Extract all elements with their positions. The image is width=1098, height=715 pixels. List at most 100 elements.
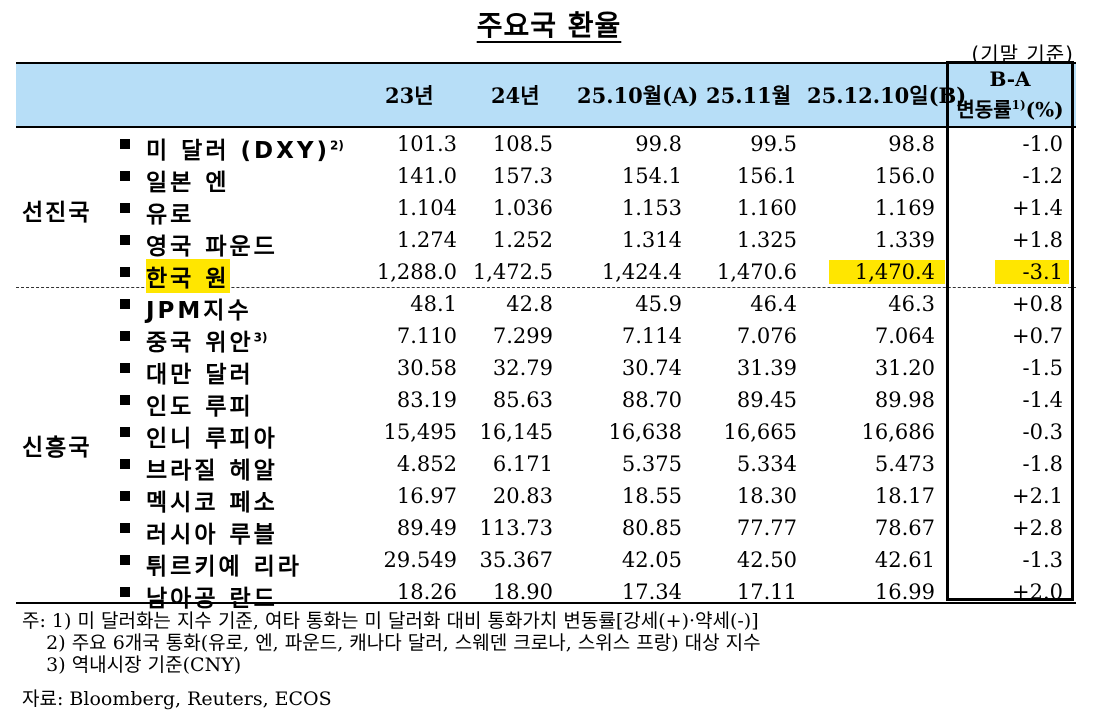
- bullet-icon: [120, 555, 130, 565]
- currency-name: JPM지수: [146, 291, 252, 325]
- bullet-icon: [120, 139, 130, 149]
- currency-name: 미 달러 (DXY)2): [146, 131, 344, 165]
- currency-name-text: 튀르키예 리라: [146, 554, 302, 580]
- table-row: 한국 원 1,288.0 1,472.5 1,424.4 1,470.6 1,470.4 -…: [0, 259, 1098, 293]
- source-note: 자료: Bloomberg, Reuters, ECOS: [22, 688, 332, 710]
- footnote-3: 3) 역내시장 기준(CNY): [22, 654, 242, 676]
- cell-value: 16.97: [396, 484, 457, 508]
- bullet-icon: [120, 395, 130, 405]
- currency-footnote-ref: 2): [330, 138, 344, 153]
- cell-change: +0.8: [1012, 292, 1063, 316]
- cell-value: 83.19: [396, 388, 457, 412]
- cell-value: 5.375: [621, 452, 682, 476]
- cell-value: 89.45: [736, 388, 797, 412]
- currency-name-text: JPM지수: [146, 298, 252, 324]
- table-row: 러시아 루블 89.49 113.73 80.85 77.77 78.67 +2.8: [0, 515, 1098, 548]
- cell-value: 31.39: [736, 356, 797, 380]
- group-label-emerging: 신흥국: [22, 435, 92, 461]
- bullet-icon: [120, 427, 130, 437]
- bullet-icon: [120, 235, 130, 245]
- table-row: 미 달러 (DXY)2) 101.3 108.5 99.8 99.5 98.8 -1.0: [0, 131, 1098, 165]
- table-row: 대만 달러 30.58 32.79 30.74 31.39 31.20 -1.5: [0, 355, 1098, 388]
- cell-value: 1.325: [736, 228, 797, 252]
- currency-footnote-ref: 3): [253, 330, 268, 345]
- cell-value: 18.30: [736, 484, 797, 508]
- currency-name-text: 유로: [146, 202, 195, 228]
- cell-change: -1.5: [1022, 356, 1064, 380]
- cell-value: 7.076: [736, 324, 797, 348]
- cell-value: 1.252: [492, 228, 553, 252]
- cell-value: 1.339: [874, 228, 935, 252]
- cell-value: 89.49: [396, 516, 457, 540]
- table-row: 튀르키예 리라 29.549 35.367 42.05 42.50 42.61 -1.3: [0, 547, 1098, 580]
- cell-value: 1.153: [621, 196, 682, 220]
- cell-value: 1.104: [396, 196, 457, 220]
- col-header-change: B-A 변동률1)(%): [946, 66, 1074, 123]
- cell-value: 77.77: [736, 516, 797, 540]
- cell-change: +1.4: [1012, 196, 1063, 220]
- currency-name-text: 브라질 헤알: [146, 458, 278, 484]
- change-header-unit: (%): [1025, 97, 1064, 122]
- currency-name-text: 미 달러 (DXY): [146, 138, 330, 164]
- cell-value: 5.334: [736, 452, 797, 476]
- cell-value: 15,495: [383, 420, 457, 444]
- cell-value: 1,288.0: [376, 260, 457, 284]
- change-header-sup: 1): [1011, 98, 1026, 112]
- cell-value: 7.110: [396, 324, 457, 348]
- header-bottom-rule: [16, 126, 1076, 128]
- cell-value: 18.90: [492, 580, 553, 604]
- cell-value: 42.05: [621, 548, 682, 572]
- cell-value: 98.8: [888, 132, 935, 156]
- cell-value: 88.70: [621, 388, 682, 412]
- cell-value: 101.3: [396, 132, 457, 156]
- cell-value: 99.8: [635, 132, 682, 156]
- currency-name: 멕시코 페소: [146, 483, 278, 517]
- cell-change: -1.0: [1022, 132, 1064, 156]
- bullet-icon: [120, 331, 130, 341]
- bullet-icon: [120, 299, 130, 309]
- change-column-box: [946, 61, 1074, 601]
- cell-value: 42.8: [506, 292, 553, 316]
- currency-name-text: 중국 위안: [146, 330, 254, 356]
- group-label-advanced: 선진국: [22, 200, 92, 226]
- cell-change: -1.2: [1022, 164, 1064, 188]
- col-header-24: 24년: [491, 83, 540, 108]
- cell-value: 30.58: [396, 356, 457, 380]
- bullet-icon: [120, 523, 130, 533]
- cell-value: 45.9: [635, 292, 682, 316]
- change-header-label: 변동률: [956, 97, 1012, 122]
- currency-name: 중국 위안3): [146, 323, 268, 357]
- bullet-icon: [120, 459, 130, 469]
- cell-value: 141.0: [396, 164, 457, 188]
- cell-value: 156.0: [874, 164, 935, 188]
- cell-change: +0.7: [1012, 324, 1063, 348]
- bullet-icon: [120, 203, 130, 213]
- cell-value: 89.98: [874, 388, 935, 412]
- table-row: 인니 루피아 15,495 16,145 16,638 16,665 16,686 -0.3: [0, 419, 1098, 453]
- cell-change: +1.8: [1012, 228, 1063, 252]
- cell-value: 48.1: [410, 292, 457, 316]
- currency-name-text: 인도 루피: [146, 394, 254, 420]
- cell-value: 1.169: [874, 196, 935, 220]
- cell-value: 32.79: [492, 356, 553, 380]
- cell-value: 7.299: [492, 324, 553, 348]
- table-row: JPM지수 48.1 42.8 45.9 46.4 46.3 +0.8: [0, 291, 1098, 325]
- currency-name: 일본 엔: [146, 163, 230, 197]
- bullet-icon: [120, 491, 130, 501]
- currency-name-text: 멕시코 페소: [146, 490, 278, 516]
- cell-change: -1.3: [1022, 548, 1064, 572]
- cell-value: 1.314: [621, 228, 682, 252]
- cell-value: 1.036: [492, 196, 553, 220]
- cell-value: 17.34: [621, 580, 682, 604]
- currency-name: 인니 루피아: [146, 419, 278, 453]
- table-row: 브라질 헤알 4.852 6.171 5.375 5.334 5.473 -1.8: [0, 451, 1098, 484]
- title-text: 주요국 환율: [476, 9, 622, 42]
- cell-value: 157.3: [492, 164, 553, 188]
- col-header-251210: 25.12.10일(B): [807, 83, 967, 108]
- cell-value: 46.4: [750, 292, 797, 316]
- currency-name-text: 영국 파운드: [146, 234, 278, 260]
- currency-name-text: 일본 엔: [146, 170, 230, 196]
- change-header-line2: 변동률1)(%): [946, 92, 1074, 123]
- currency-name-text: 대만 달러: [146, 362, 254, 388]
- cell-change: -3.1: [994, 260, 1069, 284]
